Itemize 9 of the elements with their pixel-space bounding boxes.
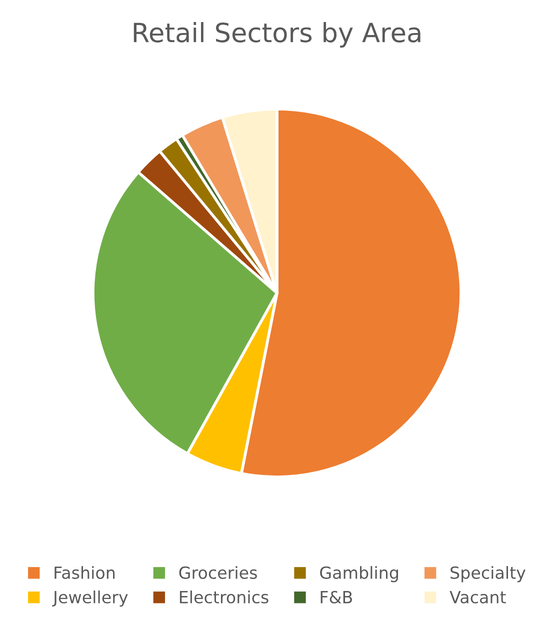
legend-label: Electronics [180, 590, 268, 604]
legend-label: Vacant [450, 591, 506, 604]
legend-label: Gambling [320, 566, 398, 582]
legend-label: F&B [320, 590, 352, 604]
legend-label: Groceries [179, 566, 257, 579]
legend-label: Jewellery [52, 590, 128, 607]
legend-label: Fashion [54, 566, 115, 579]
legend-label: Specialty [450, 566, 526, 582]
chart-title: Retail Sectors by Area [134, 22, 420, 48]
